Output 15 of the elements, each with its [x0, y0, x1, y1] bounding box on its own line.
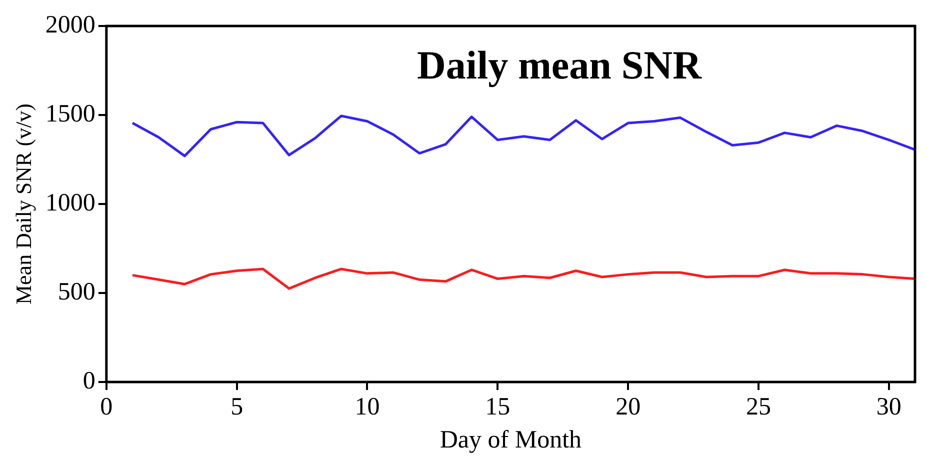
y-tick-label: 0 [82, 368, 96, 395]
y-tick-label: 2000 [45, 12, 96, 39]
x-tick-label: 0 [100, 394, 113, 421]
x-tick-label: 25 [746, 394, 771, 421]
x-tick-label: 15 [485, 394, 510, 421]
y-tick-label: 500 [58, 278, 96, 306]
y-tick-label: 1500 [45, 100, 96, 128]
chart-title: Daily mean SNR [416, 42, 703, 88]
y-tick-label: 1000 [45, 190, 96, 217]
x-tick-label: 30 [876, 394, 902, 421]
x-tick-label: 10 [354, 394, 380, 421]
x-tick-label: 5 [230, 394, 244, 421]
x-tick-label: 20 [616, 394, 641, 421]
x-axis-title: Day of Month [440, 426, 582, 454]
y-axis-title: Mean Daily SNR (v/v) [10, 103, 36, 305]
